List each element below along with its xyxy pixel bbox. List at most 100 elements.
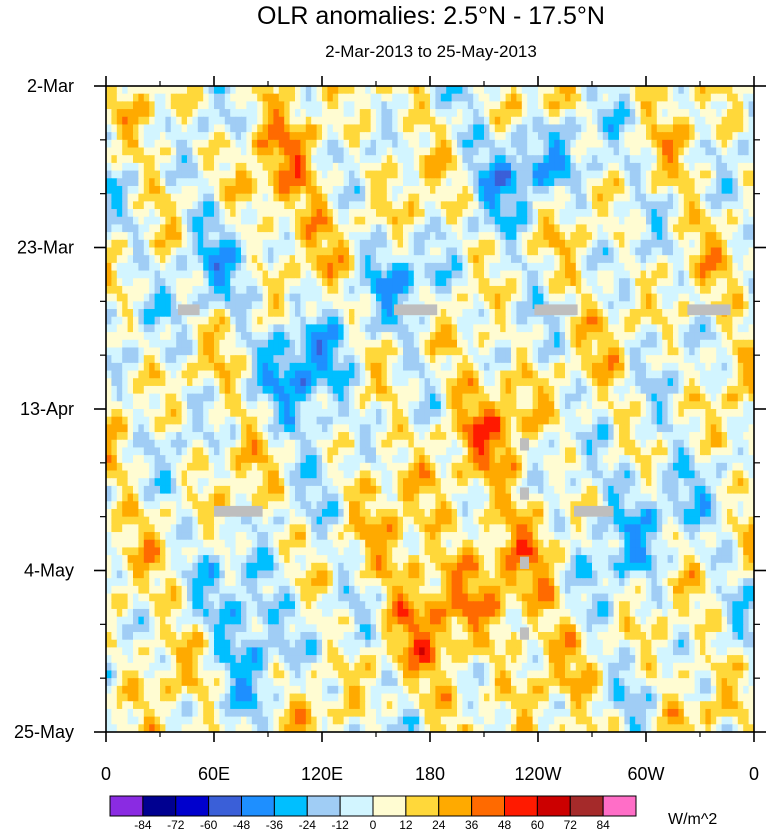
field-cell <box>338 155 345 164</box>
field-cell <box>235 101 242 110</box>
field-cell <box>516 132 523 141</box>
field-cell <box>343 201 350 210</box>
field-cell <box>646 339 652 349</box>
field-cell <box>170 155 177 164</box>
field-cell <box>176 347 183 356</box>
field-cell <box>565 332 571 341</box>
field-cell <box>494 285 501 295</box>
field-cell <box>543 232 550 241</box>
field-cell <box>678 332 685 341</box>
field-cell <box>203 301 210 310</box>
field-cell <box>743 116 750 126</box>
field-cell <box>581 86 588 95</box>
field-cell <box>327 193 334 202</box>
field-cell <box>467 147 474 156</box>
field-cell <box>505 201 512 210</box>
field-cell <box>392 339 399 349</box>
field-cell <box>710 239 717 249</box>
field-cell <box>462 193 469 202</box>
field-cell <box>700 262 706 272</box>
field-cell <box>262 185 269 195</box>
field-cell <box>435 316 442 325</box>
field-cell <box>316 132 323 141</box>
field-cell <box>424 293 431 302</box>
field-cell <box>127 278 134 287</box>
field-cell <box>548 378 555 387</box>
field-cell <box>457 216 463 226</box>
field-cell <box>635 339 642 349</box>
field-cell <box>170 270 177 279</box>
field-cell <box>457 293 463 302</box>
field-cell <box>570 193 577 202</box>
field-cell <box>505 278 512 287</box>
field-cell <box>419 124 426 133</box>
field-cell <box>527 224 534 233</box>
field-cell <box>424 385 431 395</box>
field-cell <box>694 278 701 287</box>
field-cell <box>327 278 334 287</box>
field-cell <box>219 309 226 318</box>
field-cell <box>106 347 112 356</box>
field-cell <box>737 285 744 295</box>
field-cell <box>662 285 669 295</box>
field-cell <box>705 247 712 256</box>
field-cell <box>619 155 625 164</box>
field-cell <box>376 201 382 210</box>
field-cell <box>316 116 323 126</box>
field-cell <box>532 224 539 233</box>
field-cell <box>230 385 237 395</box>
field-cell <box>116 393 123 402</box>
field-cell <box>586 385 593 395</box>
field-cell <box>170 216 177 226</box>
field-cell <box>624 224 631 233</box>
field-cell <box>284 201 291 210</box>
field-cell <box>586 93 593 102</box>
field-cell <box>586 324 593 333</box>
field-cell <box>597 347 604 356</box>
field-cell <box>246 170 253 179</box>
field-cell <box>602 124 609 133</box>
field-cell <box>430 316 436 325</box>
field-cell <box>667 301 674 310</box>
field-cell <box>354 309 361 318</box>
field-cell <box>165 401 172 410</box>
field-cell <box>613 109 620 118</box>
field-cell <box>575 209 582 218</box>
field-cell <box>316 370 323 379</box>
field-cell <box>143 270 150 279</box>
field-cell <box>295 232 301 241</box>
field-cell <box>430 124 436 133</box>
field-cell <box>619 370 625 379</box>
field-cell <box>581 285 588 295</box>
field-cell <box>559 93 566 102</box>
field-cell <box>721 262 728 272</box>
field-cell <box>397 170 404 179</box>
field-cell <box>219 216 226 226</box>
field-cell <box>322 347 328 356</box>
field-cell <box>365 101 372 110</box>
field-cell <box>386 216 393 226</box>
field-cell <box>689 178 696 187</box>
field-cell <box>511 193 517 202</box>
field-cell <box>727 209 733 218</box>
field-cell <box>408 185 415 195</box>
field-cell <box>327 162 334 172</box>
field-cell <box>257 185 264 195</box>
field-cell <box>667 393 674 402</box>
field-cell <box>403 201 409 210</box>
field-cell <box>505 255 512 264</box>
field-cell <box>586 216 593 226</box>
field-cell <box>262 109 269 118</box>
field-cell <box>597 155 604 164</box>
field-cell <box>284 93 291 102</box>
field-cell <box>203 332 210 341</box>
field-cell <box>111 109 118 118</box>
field-cell <box>397 193 404 202</box>
field-cell <box>694 139 701 149</box>
field-cell <box>246 178 253 187</box>
field-cell <box>187 162 193 172</box>
field-cell <box>338 93 345 102</box>
field-cell <box>656 178 663 187</box>
field-cell <box>548 270 555 279</box>
field-cell <box>694 324 701 333</box>
